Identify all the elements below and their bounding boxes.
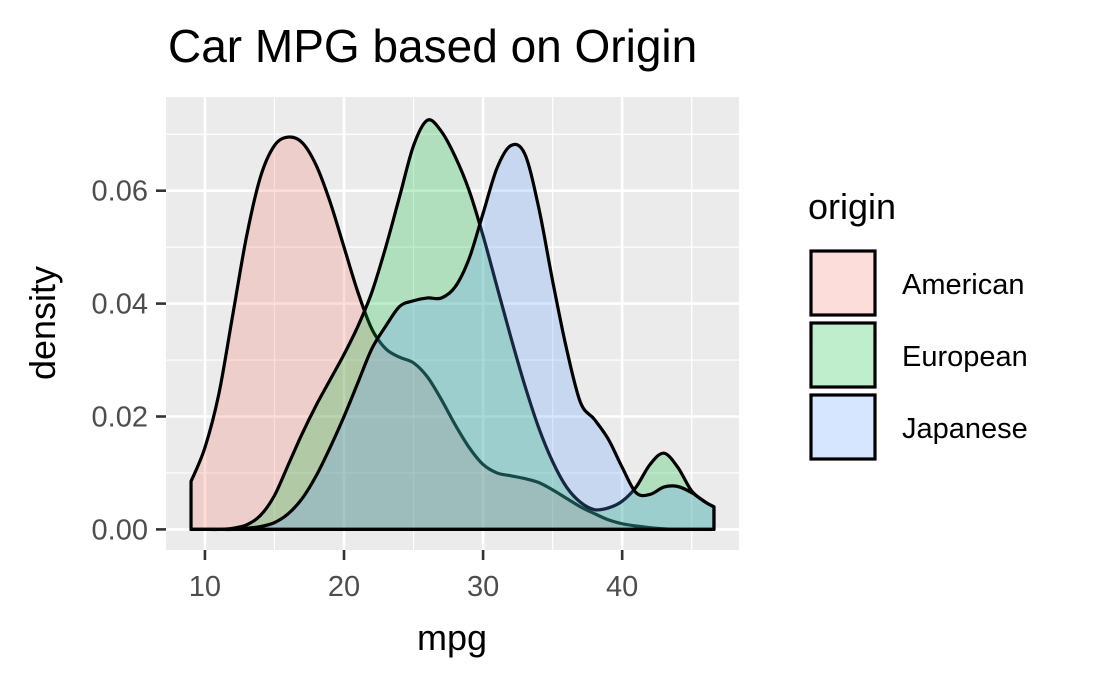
y-tick-label: 0.00 [92,514,148,546]
legend: origin American European Japanese [808,186,1028,461]
legend-key-background-japanese [811,395,875,459]
legend-key-european [809,321,877,389]
y-tick-label: 0.04 [92,289,148,321]
legend-label-american: American [902,269,1025,301]
legend-items: American European Japanese [809,249,1028,461]
chart-title: Car MPG based on Origin [168,20,697,72]
x-tick-label: 20 [328,571,360,603]
density-areas [189,118,716,532]
y-tick-label: 0.02 [92,401,148,433]
x-axis-title: mpg [417,617,487,658]
density-area-european [189,118,716,532]
legend-label-european: European [902,341,1028,373]
x-tick-label: 30 [467,571,499,603]
x-axis: 10 20 30 40 [189,550,638,603]
minor-gridlines [166,97,739,550]
x-tick-label: 10 [189,571,221,603]
legend-key-japanese [809,393,877,461]
major-gridlines [166,97,739,550]
density-area-american [189,135,716,532]
legend-label-japanese: Japanese [902,413,1028,445]
y-axis-title: density [22,266,63,380]
y-tick-label: 0.06 [92,176,148,208]
legend-key-background-american [811,251,875,315]
plot-panel [166,97,739,550]
legend-key-american [809,249,877,317]
x-tick-label: 40 [606,571,638,603]
legend-title: origin [808,186,896,227]
legend-key-background-european [811,323,875,387]
density-area-japanese [189,142,716,532]
y-axis: 0.00 0.02 0.04 0.06 [92,176,166,546]
